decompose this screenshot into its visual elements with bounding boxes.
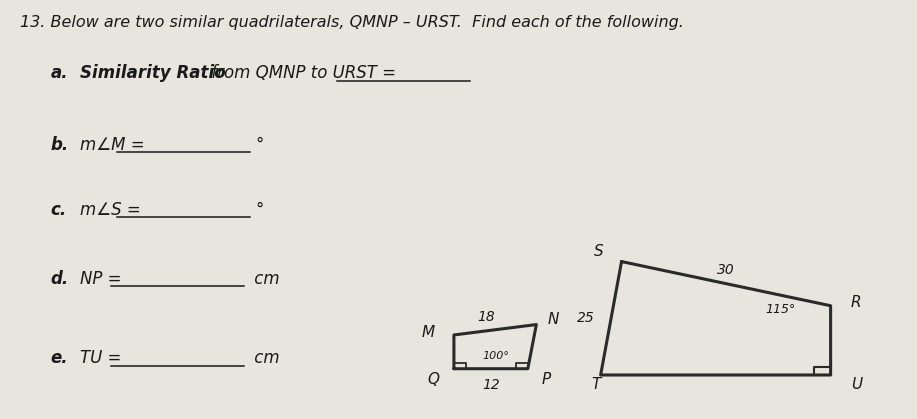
Text: N: N [547, 312, 558, 327]
Text: m∠M =: m∠M = [80, 136, 149, 153]
Text: °: ° [256, 136, 264, 153]
Text: U: U [851, 377, 862, 392]
Text: 18: 18 [477, 310, 495, 324]
Text: e.: e. [50, 349, 68, 367]
Text: 13. Below are two similar quadrilaterals, QMNP – URST.  Find each of the followi: 13. Below are two similar quadrilaterals… [20, 15, 684, 30]
Text: from QMNP to URST =: from QMNP to URST = [206, 65, 402, 82]
Text: d.: d. [50, 270, 69, 287]
Text: 115°: 115° [765, 303, 795, 316]
Text: P: P [542, 372, 551, 387]
Text: Similarity Ratio: Similarity Ratio [80, 65, 226, 82]
Text: 12: 12 [482, 378, 500, 392]
Text: Q: Q [427, 372, 440, 387]
Text: cm: cm [249, 349, 280, 367]
Text: TU =: TU = [80, 349, 127, 367]
Text: c.: c. [50, 201, 67, 218]
Text: m∠S =: m∠S = [80, 201, 146, 218]
Text: 100°: 100° [482, 351, 509, 361]
Text: T: T [591, 377, 601, 392]
Text: 30: 30 [717, 263, 735, 277]
Text: S: S [594, 243, 603, 259]
Text: b.: b. [50, 136, 69, 153]
Text: °: ° [256, 201, 264, 218]
Text: 25: 25 [577, 311, 594, 325]
Text: R: R [851, 295, 862, 310]
Text: cm: cm [249, 270, 280, 287]
Text: a.: a. [50, 65, 68, 82]
Text: NP =: NP = [80, 270, 127, 287]
Text: M: M [422, 326, 435, 340]
